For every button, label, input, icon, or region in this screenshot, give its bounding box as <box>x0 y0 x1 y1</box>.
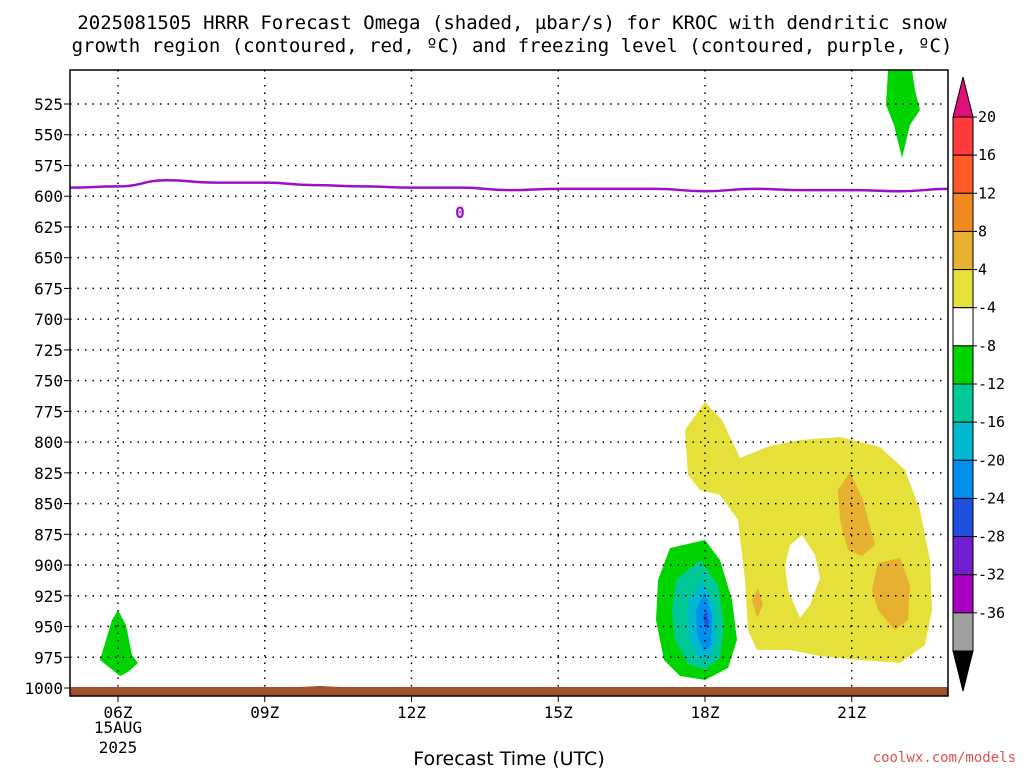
omega-region-negative-4-top <box>886 70 920 158</box>
chart-title-line2: growth region (contoured, red, ºC) and f… <box>72 35 953 57</box>
omega-region-positive-4 <box>685 402 932 663</box>
colorbar-segment-9 <box>952 459 974 499</box>
x-axis-label: Forecast Time (UTC) <box>413 748 604 768</box>
colorbar-segment-13 <box>952 612 974 652</box>
y-tick-label-550: 550 <box>34 126 63 145</box>
y-tick-label-950: 950 <box>34 618 63 637</box>
x-tick-label-15Z: 15Z <box>544 703 573 722</box>
omega-region-negative-16 <box>696 592 712 652</box>
y-tick-label-800: 800 <box>34 433 63 452</box>
colorbar-segment-10 <box>952 497 974 538</box>
y-tick-label-925: 925 <box>34 587 63 606</box>
colorbar-label-3: 8 <box>978 222 987 240</box>
colorbar-segment-1 <box>952 154 974 194</box>
x-tick-label-21Z: 21Z <box>837 703 866 722</box>
colorbar-segment-0 <box>952 116 974 156</box>
colorbar-label-2: 12 <box>978 184 996 202</box>
y-tick-label-850: 850 <box>34 495 63 514</box>
x-tick-label-12Z: 12Z <box>397 703 426 722</box>
omega-region-negative-20 <box>703 610 709 630</box>
freezing-level-line <box>69 178 949 193</box>
colorbar-under-arrow <box>952 650 974 692</box>
y-tick-label-600: 600 <box>34 187 63 206</box>
x-tick-label-06Z: 06Z <box>104 703 133 722</box>
colorbar-label-13: -36 <box>978 604 1005 622</box>
credit-label: coolwx.com/models <box>873 750 1016 766</box>
colorbar-segment-8 <box>952 421 974 461</box>
x-tick-label-09Z: 09Z <box>250 703 279 722</box>
y-tick-label-625: 625 <box>34 218 63 237</box>
freezing-level-label: 0 <box>455 203 465 222</box>
colorbar-segment-7 <box>952 383 974 423</box>
omega-region-neutral-hole <box>785 535 820 618</box>
y-tick-label-700: 700 <box>34 310 63 329</box>
colorbar-segment-6 <box>952 345 974 385</box>
y-tick-label-900: 900 <box>34 556 63 575</box>
y-tick-label-750: 750 <box>34 372 63 391</box>
colorbar-label-5: -4 <box>978 299 996 317</box>
omega-region-positive-8-c <box>752 588 763 618</box>
y-tick-label-825: 825 <box>34 464 63 483</box>
colorbar-label-4: 4 <box>978 261 987 279</box>
colorbar-label-10: -24 <box>978 489 1005 507</box>
plot-frame <box>69 69 949 697</box>
colorbar-label-0: 20 <box>978 108 996 126</box>
colorbar-label-1: 16 <box>978 146 996 164</box>
colorbar-segment-3 <box>952 230 974 271</box>
y-tick-label-975: 975 <box>34 648 63 667</box>
y-tick-label-525: 525 <box>34 95 63 114</box>
colorbar-segment-5 <box>952 307 974 347</box>
date-label-day: 15AUG <box>94 718 142 737</box>
omega-region-negative-4-left <box>100 610 138 676</box>
omega-region-positive-8-b <box>872 558 910 630</box>
colorbar-segment-4 <box>952 269 974 309</box>
y-tick-label-650: 650 <box>34 249 63 268</box>
chart-title-line1: 2025081505 HRRR Forecast Omega (shaded, … <box>77 12 947 34</box>
colorbar-label-11: -28 <box>978 528 1005 546</box>
x-axis-ticks: 06Z 09Z 12Z 15Z 18Z 21Z <box>104 696 867 722</box>
y-tick-label-1000: 1000 <box>24 679 63 698</box>
colorbar-segment-11 <box>952 536 974 576</box>
y-tick-label-575: 575 <box>34 156 63 175</box>
colorbar-label-9: -20 <box>978 451 1005 469</box>
y-tick-label-675: 675 <box>34 279 63 298</box>
y-tick-label-725: 725 <box>34 341 63 360</box>
colorbar-label-6: -8 <box>978 337 996 355</box>
y-axis-ticks: 525 550 575 600 625 650 675 700 725 750 775 800 825 8… <box>24 95 70 698</box>
plot-area: 0 <box>69 69 949 697</box>
y-tick-label-875: 875 <box>34 525 63 544</box>
colorbar-over-arrow <box>952 76 974 118</box>
colorbar-segment-2 <box>952 192 974 232</box>
freezing-level-label-background <box>454 204 466 220</box>
colorbar: 20 16 12 8 4 -4 -8 -12 -16 -20 -24 -28 -32 -36 <box>952 76 1005 692</box>
date-label-year: 2025 <box>99 738 138 757</box>
colorbar-segment-12 <box>952 574 974 614</box>
x-tick-label-18Z: 18Z <box>691 703 720 722</box>
colorbar-label-7: -12 <box>978 375 1005 393</box>
ground-surface <box>70 686 948 696</box>
y-tick-label-775: 775 <box>34 402 63 421</box>
colorbar-label-12: -32 <box>978 566 1005 584</box>
colorbar-label-8: -16 <box>978 413 1005 431</box>
